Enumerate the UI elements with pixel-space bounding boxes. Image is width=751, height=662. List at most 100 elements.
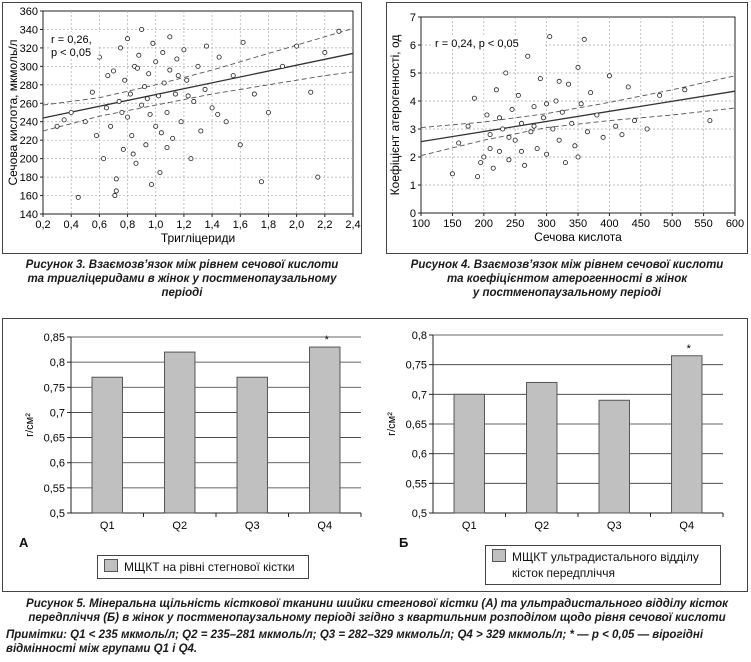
data-point	[600, 134, 606, 140]
data-point	[112, 193, 118, 199]
notes-line-1: Примітки: Q1 < 235 мкмоль/л; Q2 = 235–28…	[6, 629, 704, 641]
data-point	[475, 174, 481, 180]
data-point	[471, 95, 477, 101]
data-point	[682, 87, 688, 93]
x-tick-label: 1,0	[148, 219, 163, 231]
data-point	[125, 36, 131, 42]
data-point	[198, 128, 204, 134]
notes-line-2: відмінності між групами Q1 і Q4.	[6, 643, 198, 655]
x-axis-label: Тригліцериди	[161, 231, 235, 245]
x-tick-label: Q4	[679, 520, 694, 532]
data-point	[108, 123, 114, 129]
data-point	[127, 91, 133, 97]
y-tick-label: 0,7	[50, 407, 65, 419]
data-point	[150, 40, 156, 46]
data-point	[144, 96, 150, 102]
x-tick-label: 1,4	[204, 219, 219, 231]
data-point	[172, 91, 178, 97]
figure-5b-legend: МЩКТ ультрадистального відділу кісток пе…	[485, 545, 721, 585]
x-tick-label: 1,2	[176, 219, 191, 231]
data-point	[75, 194, 81, 200]
annotation-text: p < 0,05	[51, 47, 91, 59]
y-tick-label: 0,8	[50, 357, 65, 369]
data-point	[515, 92, 521, 98]
bar	[671, 355, 703, 514]
bar	[526, 381, 558, 514]
data-point	[105, 73, 111, 79]
y-tick-label: 140	[20, 209, 38, 221]
data-point	[280, 63, 286, 69]
y-tick-label: 160	[20, 191, 38, 203]
data-point	[110, 68, 116, 74]
data-point	[578, 101, 584, 107]
y-tick-label: 0,6	[50, 458, 65, 470]
data-point	[120, 146, 126, 152]
data-point	[497, 148, 503, 154]
annotation-text: r = 0,24, p < 0,05	[435, 38, 519, 50]
data-point	[509, 106, 515, 112]
figure-notes: Примітки: Q1 < 235 мкмоль/л; Q2 = 235–28…	[6, 628, 748, 656]
x-tick-label: 1,8	[261, 219, 276, 231]
significance-marker: *	[325, 334, 330, 346]
data-point	[481, 154, 487, 160]
y-tick-label: 0,75	[44, 382, 65, 394]
x-tick-label: 450	[632, 218, 650, 230]
y-tick-label: 320	[20, 43, 38, 55]
figure-5a-legend: МЩКТ на рівні стегнової кістки	[97, 555, 309, 579]
data-point	[116, 98, 122, 104]
figure-5a-chart: 0,5 0,55 0,6 0,65 0,7 0,75 0,8 0,85 Q1 Q2 Q3 Q4 * г/с…	[24, 332, 362, 532]
data-point	[528, 129, 534, 135]
data-point	[188, 156, 194, 162]
x-tick-label: Q3	[245, 520, 260, 532]
x-tick-label: 250	[506, 218, 524, 230]
figure-4-panel: 100 150 200 250 300 350 400 450 500 550 600 0 1 2 3 4 5 6…	[386, 2, 748, 254]
data-point	[657, 92, 663, 98]
y-tick-label: 0,8	[412, 330, 427, 342]
x-tick-label: 350	[569, 218, 587, 230]
figure-5-panel: 0,5 0,55 0,6 0,65 0,7 0,75 0,8 0,85 Q1 Q2 Q3 Q4 * г/с…	[2, 318, 748, 592]
y-tick-label: 7	[410, 12, 416, 24]
data-point	[490, 165, 496, 171]
data-point	[153, 59, 159, 65]
bar	[164, 351, 196, 514]
data-point	[503, 70, 509, 76]
data-point	[484, 112, 490, 118]
figure-3-chart: 0,2 0,4 0,6 0,8 1,0 1,2 1,4 1,6 1,8 2,0 2,2 2,4 140 1…	[6, 6, 361, 245]
data-point	[185, 93, 191, 99]
y-tick-label: 360	[20, 6, 38, 18]
data-point	[129, 133, 135, 139]
x-axis-label: Сечова кислота	[534, 230, 622, 244]
x-tick-label: 1,6	[233, 219, 248, 231]
y-tick-label: 2	[410, 152, 416, 164]
data-point	[569, 120, 575, 126]
data-point	[240, 39, 246, 45]
y-tick-label: 260	[20, 98, 38, 110]
figure-5b-legend-label: МЩКТ ультрадистального відділу	[512, 550, 699, 564]
data-point	[606, 73, 612, 79]
ci-lower-line	[42, 71, 354, 132]
data-point	[101, 156, 107, 162]
data-point	[156, 93, 162, 99]
data-point	[139, 26, 145, 32]
data-point	[147, 111, 153, 117]
bar	[91, 376, 123, 514]
data-point	[195, 63, 201, 69]
y-tick-label: 0,5	[412, 508, 427, 520]
data-point	[556, 78, 562, 84]
data-point	[322, 50, 328, 56]
data-point	[506, 134, 512, 140]
data-point	[258, 179, 264, 185]
data-point	[487, 132, 493, 138]
data-point	[125, 114, 131, 120]
regression-line	[42, 52, 354, 119]
data-point	[54, 123, 60, 129]
data-point	[230, 73, 236, 79]
x-tick-label: 0,4	[64, 219, 79, 231]
data-point	[161, 80, 167, 86]
data-point	[237, 142, 243, 148]
x-tick-label: 500	[663, 218, 681, 230]
ci-upper-line	[420, 75, 736, 129]
y-tick-label: 0,65	[406, 419, 427, 431]
data-point	[103, 105, 109, 111]
data-point	[202, 86, 208, 92]
